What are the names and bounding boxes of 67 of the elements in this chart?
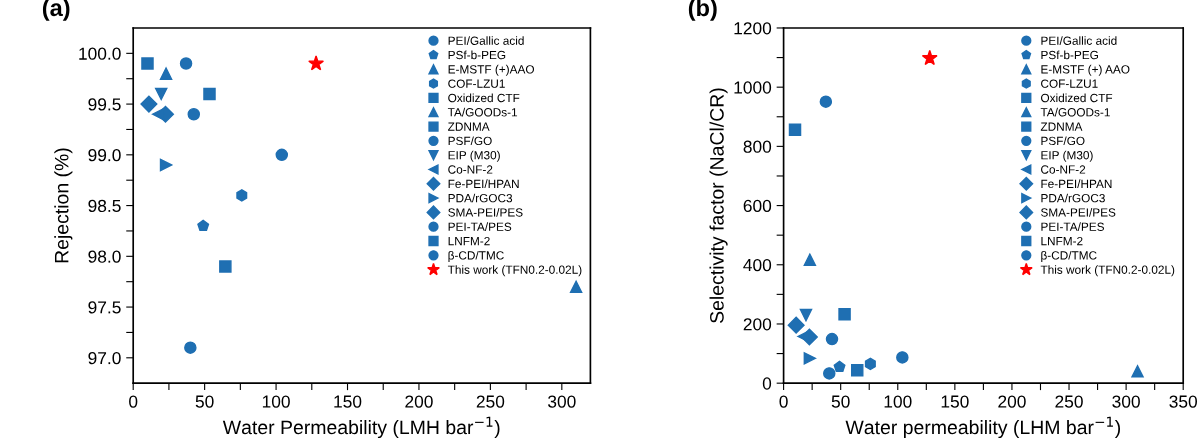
legend-label: LNFM-2 [448, 236, 490, 246]
legend-label: β-CD/TMC [448, 250, 504, 262]
y-tick-label: 98.0 [88, 250, 121, 263]
x-tick-label: 350 [1169, 395, 1198, 408]
x-tick-label: 100 [884, 395, 912, 408]
legend-label: PDA/rGOC3 [448, 193, 513, 203]
legend-label: COF-LZU1 [448, 79, 505, 88]
x-tick-label: 50 [831, 395, 850, 408]
legend-label: PEI-TA/PES [448, 222, 512, 231]
x-tick-label: 200 [405, 395, 433, 408]
y-tick-label: 0 [762, 377, 772, 390]
x-axis-title: Water Permeability (LMH bar$^{−1}$) [222, 416, 500, 439]
legend-label: SMA-PEI/PES [1041, 207, 1116, 217]
legend-label: PSF/GO [448, 136, 492, 146]
x-tick-label: 150 [334, 395, 362, 408]
legend-label: TA/GOODs-1 [447, 107, 518, 117]
legend-label: E-MSTF (+) AAO [1041, 64, 1130, 76]
legend-label: PSf-b-PEG [448, 50, 506, 60]
y-tick-label: 600 [743, 199, 772, 213]
legend-label: This work (TFN0.2-0.02L) [1040, 265, 1175, 277]
y-tick-label: 98.5 [88, 199, 121, 213]
legend-label: PSF/GO [1041, 136, 1085, 146]
legend-label: PDA/rGOC3 [1041, 193, 1105, 203]
legend-label: PEI/Gallic acid [1041, 36, 1117, 45]
x-axis-title: Water permeability (LHM bar$^{−1}$) [845, 416, 1121, 439]
legend-label: β-CD/TMC [1041, 250, 1097, 262]
legend-label: E-MSTF (+)AAO [448, 64, 534, 76]
x-tick-label: 100 [262, 395, 290, 408]
legend-label: This work (TFN0.2-0.02L) [447, 265, 582, 277]
y-tick-label: 800 [743, 140, 772, 153]
legend-label: ZDNMA [448, 122, 490, 131]
y-tick-label: 97.0 [88, 351, 121, 365]
legend-label: Fe-PEI/HPAN [1041, 179, 1112, 189]
x-tick-label: 0 [129, 395, 138, 408]
x-tick-label: 300 [548, 395, 576, 408]
legend-label: PSf-b-PEG [1041, 50, 1098, 60]
x-tick-label: 250 [476, 395, 505, 408]
legend-label: SMA-PEI/PES [448, 207, 523, 217]
legend-label: Oxidized CTF [448, 93, 520, 103]
y-axis-title: Selectivity factor (NaCl/CR) [709, 88, 728, 323]
legend-label: Co-NF-2 [1041, 165, 1086, 174]
legend-label: Co-NF-2 [448, 165, 493, 174]
legend-label: Fe-PEI/HPAN [448, 179, 519, 189]
x-tick-label: 0 [779, 395, 788, 408]
x-tick-label: 250 [1055, 395, 1083, 408]
y-tick-label: 100.0 [79, 47, 121, 60]
y-tick-label: 1200 [734, 22, 772, 35]
x-tick-label: 300 [1112, 395, 1140, 408]
x-tick-label: 200 [998, 395, 1026, 408]
legend-label: LNFM-2 [1041, 236, 1083, 246]
legend-label: TA/GOODs-1 [1040, 107, 1110, 117]
legend-label: PEI/Gallic acid [448, 36, 524, 45]
legend-label: EIP (M30) [448, 150, 500, 162]
y-tick-label: 99.5 [88, 98, 121, 111]
y-tick-label: 99.0 [88, 149, 121, 162]
legend-label: PEI-TA/PES [1041, 222, 1104, 231]
legend-label: Oxidized CTF [1041, 93, 1113, 103]
y-tick-label: 97.5 [88, 301, 121, 314]
y-tick-label: 200 [743, 318, 772, 331]
x-tick-label: 150 [941, 395, 969, 408]
legend-label: COF-LZU1 [1041, 79, 1098, 88]
legend-label: EIP (M30) [1041, 150, 1093, 162]
y-tick-label: 1000 [734, 81, 772, 94]
y-tick-label: 400 [743, 258, 772, 272]
legend-label: ZDNMA [1040, 122, 1083, 131]
y-axis-title: Rejection (%) [54, 148, 73, 263]
x-tick-label: 50 [195, 395, 214, 408]
